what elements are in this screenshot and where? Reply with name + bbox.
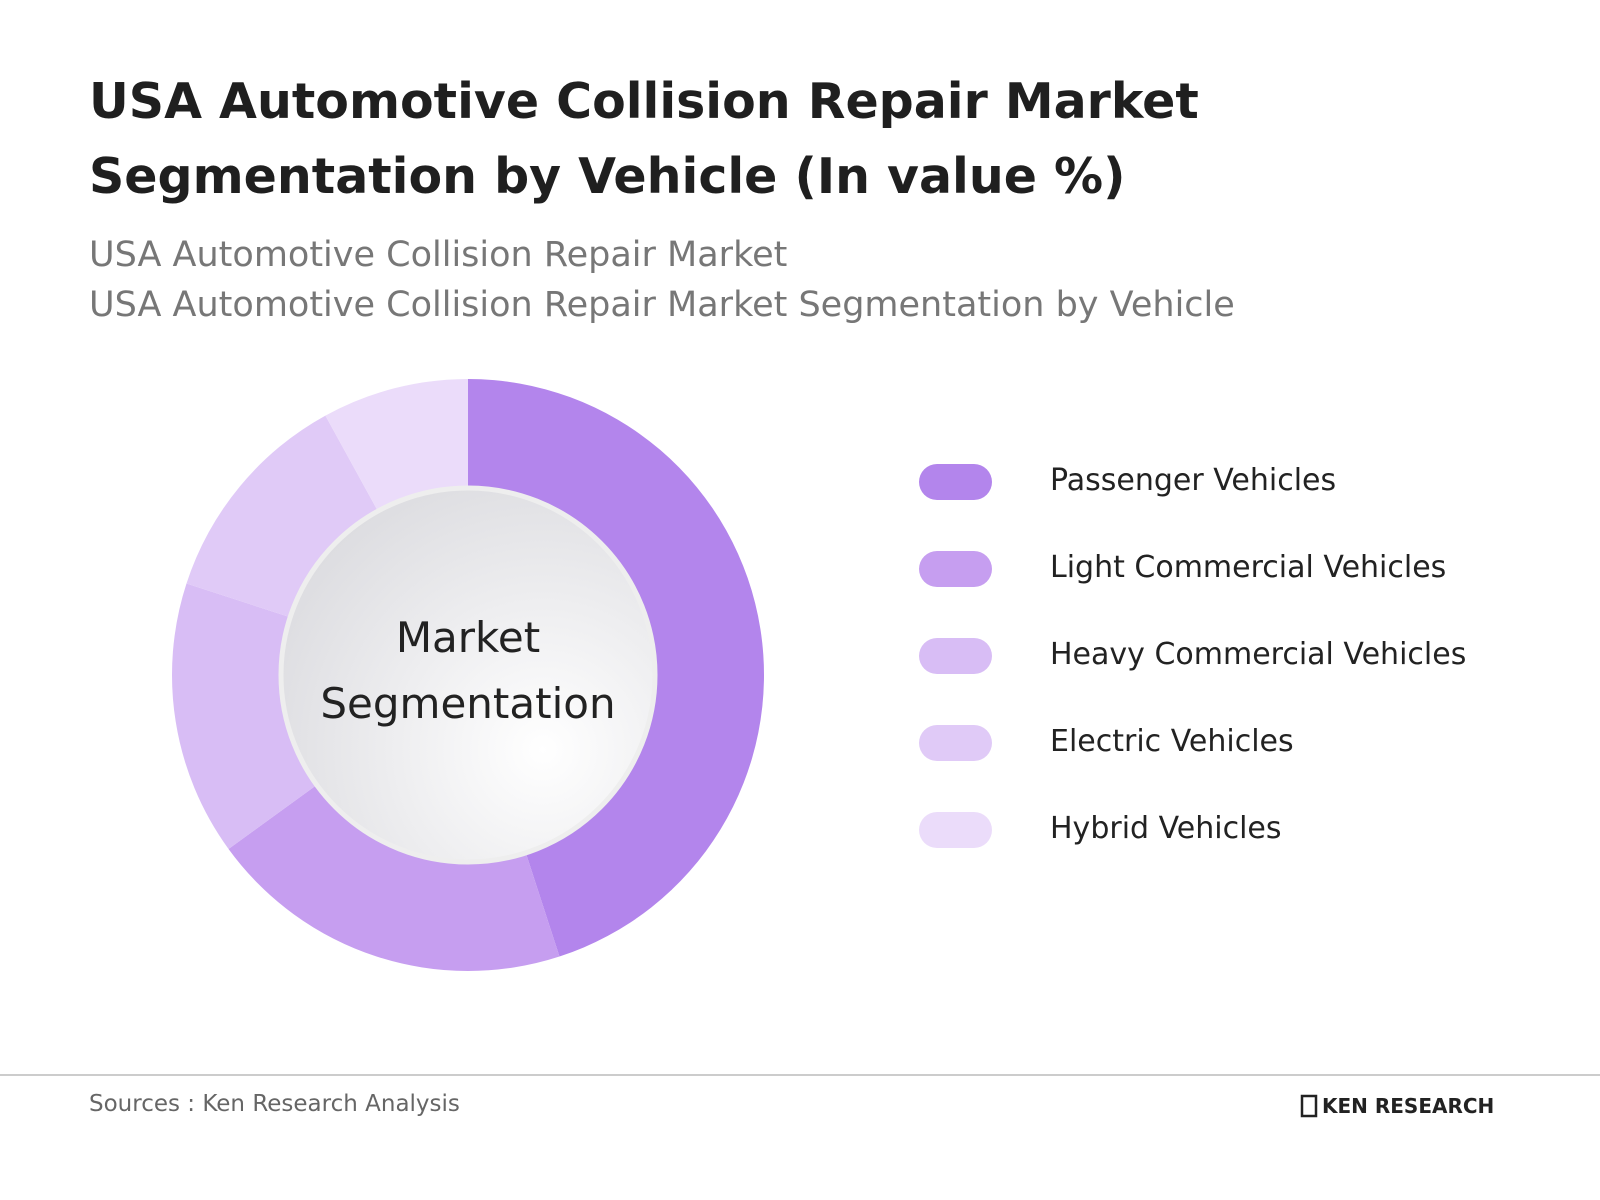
donut-segment (172, 583, 316, 849)
donut-segment (325, 379, 468, 510)
center-label: Market Segmentation (320, 613, 616, 728)
legend (919, 464, 992, 848)
source: Sources : Ken Research Analysis (89, 1091, 460, 1117)
legend-label: Passenger Vehicles (1050, 463, 1337, 498)
legend-swatch (919, 551, 992, 587)
legend-label: Hybrid Vehicles (1050, 811, 1282, 846)
legend-swatch (919, 638, 992, 674)
legend-label: Electric Vehicles (1050, 724, 1294, 759)
legend-label: Light Commercial Vehicles (1050, 550, 1447, 585)
legend-swatch (919, 812, 992, 848)
donut-segment (468, 379, 765, 957)
subtitle: USA Automotive Collision Repair Market (89, 235, 788, 275)
legend-swatch (919, 464, 992, 500)
center-circle (278, 485, 658, 865)
subtitle: USA Automotive Collision Repair Market S… (89, 285, 1235, 325)
chart-title: USA Automotive Collision Repair Market S… (89, 73, 1199, 205)
donut-segment (186, 415, 377, 617)
donut (172, 379, 765, 972)
legend-label: Heavy Commercial Vehicles (1050, 637, 1467, 672)
logo-icon (1300, 1094, 1318, 1118)
logo: KEN RESEARCH (1322, 1094, 1495, 1118)
legend-swatch (919, 725, 992, 761)
donut-segment (228, 786, 560, 972)
